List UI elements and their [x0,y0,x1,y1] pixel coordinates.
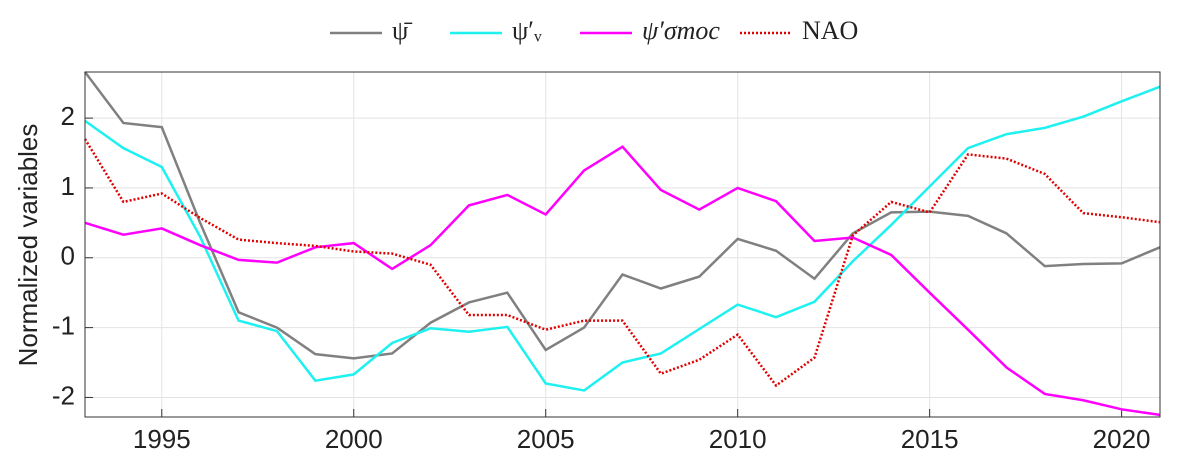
legend-label: NAO [802,16,858,45]
legend-label: ψ̄ [392,16,412,45]
x-tick-label: 1995 [133,424,191,454]
x-tick-label: 2015 [901,424,959,454]
series-line [84,145,1161,417]
x-tick-label: 2005 [517,424,575,454]
legend-label: ψ′σmoc [642,16,720,45]
y-tick-label: 1 [61,171,75,201]
x-tick-label: 2000 [325,424,383,454]
y-tick-label: -2 [52,380,75,410]
y-axis-label: Normalized variables [13,124,43,367]
legend-label: ψ′ᵥ [512,16,542,45]
x-tick-label: 2020 [1093,424,1151,454]
axes-frame [84,71,1161,418]
plot-area [85,72,1160,417]
y-tick-label: -1 [52,310,75,340]
series-line [83,138,1161,388]
x-tick-label: 2010 [709,424,767,454]
y-tick-label: 2 [61,101,75,131]
series-line [84,85,1161,392]
series-line [84,71,1161,360]
y-tick-label: 0 [61,241,75,271]
